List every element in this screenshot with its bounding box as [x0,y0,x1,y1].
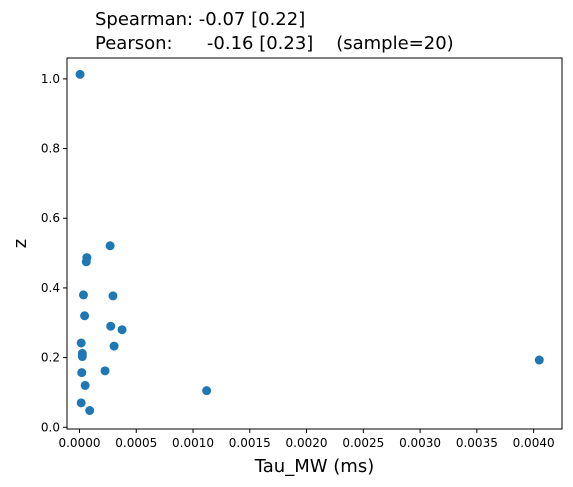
y-tick-label: 1.0 [41,72,60,86]
chart-title-line-2: Pearson: -0.16 [0.23] (sample=20) [95,33,454,54]
scatter-point [78,290,88,300]
scatter-point [76,398,86,408]
x-tick-label: 0.0035 [456,436,498,450]
scatter-point [117,325,127,335]
scatter-point [105,241,115,251]
y-tick-label: 0.8 [41,142,60,156]
y-tick-label: 0.4 [41,281,60,295]
scatter-point [108,291,118,301]
y-axis-label: z [10,239,31,248]
scatter-point [109,341,119,351]
plot-frame [66,57,563,430]
x-tick-label: 0.0010 [172,436,214,450]
x-tick-label: 0.0005 [115,436,157,450]
scatter-point [82,253,92,263]
x-axis-label: Tau_MW (ms) [254,456,374,477]
y-tick-label: 0.2 [41,351,60,365]
scatter-point [76,338,86,348]
chart-title-line-1: Spearman: -0.07 [0.22] [95,9,305,30]
x-tick-label: 0.0000 [58,436,100,450]
scatter-point [534,355,544,365]
x-tick-label: 0.0040 [513,436,555,450]
scatter-point [80,311,90,321]
y-tick-label: 0.6 [41,211,60,225]
x-tick-label: 0.0020 [286,436,328,450]
scatter-point [202,386,212,396]
x-tick-label: 0.0015 [229,436,271,450]
x-tick-label: 0.0025 [342,436,384,450]
scatter-point [80,380,90,390]
scatter-point [106,321,116,331]
scatter-point [100,366,110,376]
y-tick-label: 0.0 [41,420,60,434]
scatter-point [77,352,87,362]
scatter-point [85,406,95,416]
scatter-point [77,368,87,378]
scatter-point [75,69,85,79]
x-tick-label: 0.0030 [399,436,441,450]
